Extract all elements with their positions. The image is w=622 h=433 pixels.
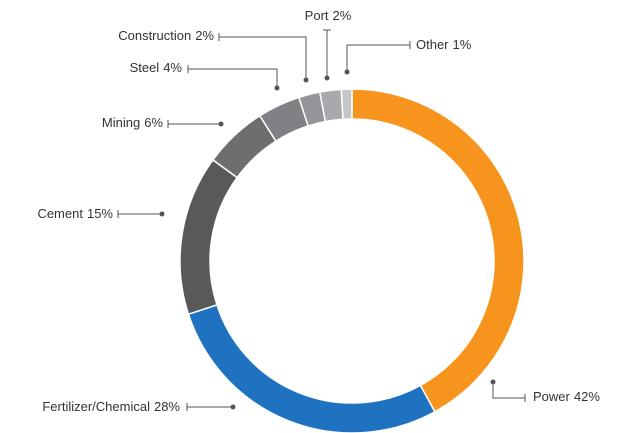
value-label: 2% (195, 28, 214, 43)
leader-dot (303, 77, 309, 83)
category-name: Fertilizer/Chemical (42, 399, 150, 414)
value-label: 2% (333, 8, 352, 23)
category-name: Cement (37, 206, 83, 221)
value-label: 15% (87, 206, 113, 221)
leader-dot (230, 404, 236, 410)
slice-label: Cement 15% (37, 206, 113, 221)
leader-dot (344, 69, 350, 75)
slice-label: Steel 4% (130, 60, 183, 75)
slice-label: Port 2% (305, 8, 352, 23)
category-name: Steel (130, 60, 160, 75)
category-name: Other (416, 37, 449, 52)
category-name: Power (533, 389, 571, 404)
leader-line (492, 382, 525, 399)
leader-line (188, 68, 278, 88)
slice-label: Power 42% (533, 389, 600, 404)
slice-label: Fertilizer/Chemical 28% (42, 399, 180, 414)
category-name: Mining (102, 115, 140, 130)
donut-segment (351, 88, 525, 413)
value-label: 28% (154, 399, 180, 414)
leader-dot (324, 75, 330, 81)
slice-label: Other 1% (416, 37, 472, 52)
slice-label: Construction 2% (118, 28, 214, 43)
donut-segment (187, 303, 436, 433)
donut-segment (179, 158, 239, 316)
category-name: Port (305, 8, 329, 23)
value-label: 1% (453, 37, 472, 52)
leader-line (219, 36, 307, 80)
leader-dot (218, 121, 224, 127)
donut-segment (340, 88, 353, 121)
value-label: 42% (574, 389, 600, 404)
leader-dot (490, 379, 496, 385)
slice-label: Mining 6% (102, 115, 164, 130)
leader-line (346, 44, 410, 72)
value-label: 4% (163, 60, 182, 75)
leader-dot (159, 211, 165, 217)
category-name: Construction (118, 28, 191, 43)
value-label: 6% (144, 115, 163, 130)
leader-dot (274, 85, 280, 91)
